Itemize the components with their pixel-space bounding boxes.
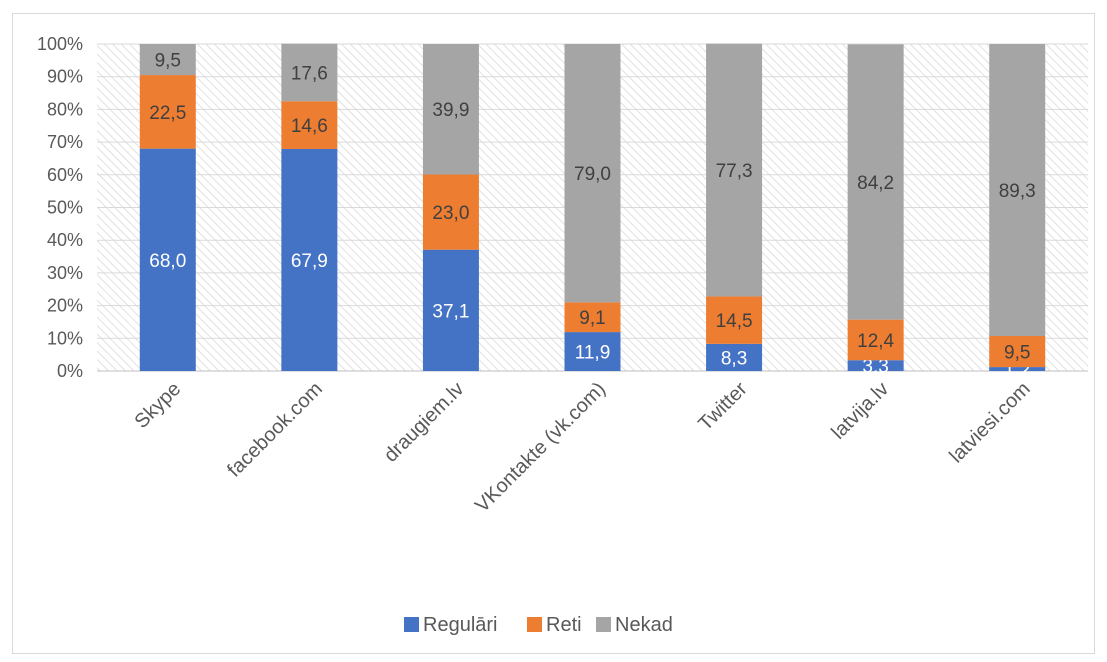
data-label: 8,3	[721, 348, 747, 369]
data-label: 12,4	[857, 331, 894, 352]
y-tick-label: 50%	[47, 198, 83, 218]
bar-segment	[989, 367, 1046, 371]
bar-segment	[422, 44, 479, 175]
legend-label: Reti	[546, 614, 582, 636]
data-label: 67,9	[291, 251, 328, 272]
y-axis: 0% 10% 20% 30% 40% 50% 60% 70% 80% 90% 100%	[37, 34, 83, 381]
y-tick-label: 20%	[47, 296, 83, 316]
bar-segment	[139, 44, 196, 76]
bar-segment	[706, 296, 763, 344]
bars: 68,0 22,5 9,5 67,9 14,6 17,6 37,1 23,0 39,9 11,9 9…	[139, 43, 1046, 381]
data-label: 14,6	[291, 116, 328, 137]
bar-segment	[706, 43, 763, 297]
bar-segment	[847, 360, 904, 371]
legend: Regulāri Reti Nekad	[404, 614, 673, 636]
legend-label: Regulāri	[423, 614, 497, 636]
legend-swatch	[527, 617, 542, 632]
data-label: 39,9	[432, 100, 469, 121]
data-label: 9,5	[155, 51, 181, 72]
y-tick-label: 80%	[47, 99, 83, 119]
data-label: 17,6	[291, 63, 328, 84]
legend-label: Nekad	[615, 614, 673, 636]
legend-swatch	[404, 617, 419, 632]
y-tick-label: 0%	[57, 361, 83, 381]
bar-segment	[281, 43, 338, 102]
legend-swatch	[596, 617, 611, 632]
data-label: 77,3	[716, 161, 753, 182]
data-label: 3,3	[862, 357, 888, 378]
data-label: 22,5	[149, 103, 186, 124]
data-label: 23,0	[432, 203, 469, 224]
bar-segment	[989, 336, 1046, 368]
y-tick-label: 90%	[47, 67, 83, 87]
bar-segment	[564, 332, 621, 371]
bar-segment	[989, 44, 1046, 337]
bar-segment	[847, 319, 904, 361]
bar-segment	[139, 75, 196, 149]
data-label: 68,0	[149, 251, 186, 272]
data-label: 37,1	[432, 301, 469, 322]
bar-segment	[281, 101, 338, 149]
y-tick-label: 60%	[47, 165, 83, 185]
bar-segment	[706, 343, 763, 371]
bar-segment	[564, 302, 621, 333]
y-tick-label: 70%	[47, 132, 83, 152]
data-label: 14,5	[716, 311, 753, 332]
y-tick-label: 100%	[37, 34, 83, 54]
bar-segment	[139, 148, 196, 371]
data-label: 11,9	[575, 343, 611, 364]
bar-segment	[422, 174, 479, 250]
bar-segment	[422, 249, 479, 371]
y-tick-label: 30%	[47, 263, 83, 283]
data-label: 89,3	[999, 181, 1036, 202]
bar-segment	[847, 44, 904, 320]
y-tick-label: 10%	[47, 328, 83, 348]
data-label: 9,5	[1004, 343, 1030, 364]
bar-segment	[281, 148, 338, 371]
data-label: 9,1	[579, 308, 605, 329]
data-label: 79,0	[574, 164, 611, 185]
y-tick-label: 40%	[47, 230, 83, 250]
bar-segment	[564, 44, 621, 303]
data-label: 84,2	[857, 173, 894, 194]
